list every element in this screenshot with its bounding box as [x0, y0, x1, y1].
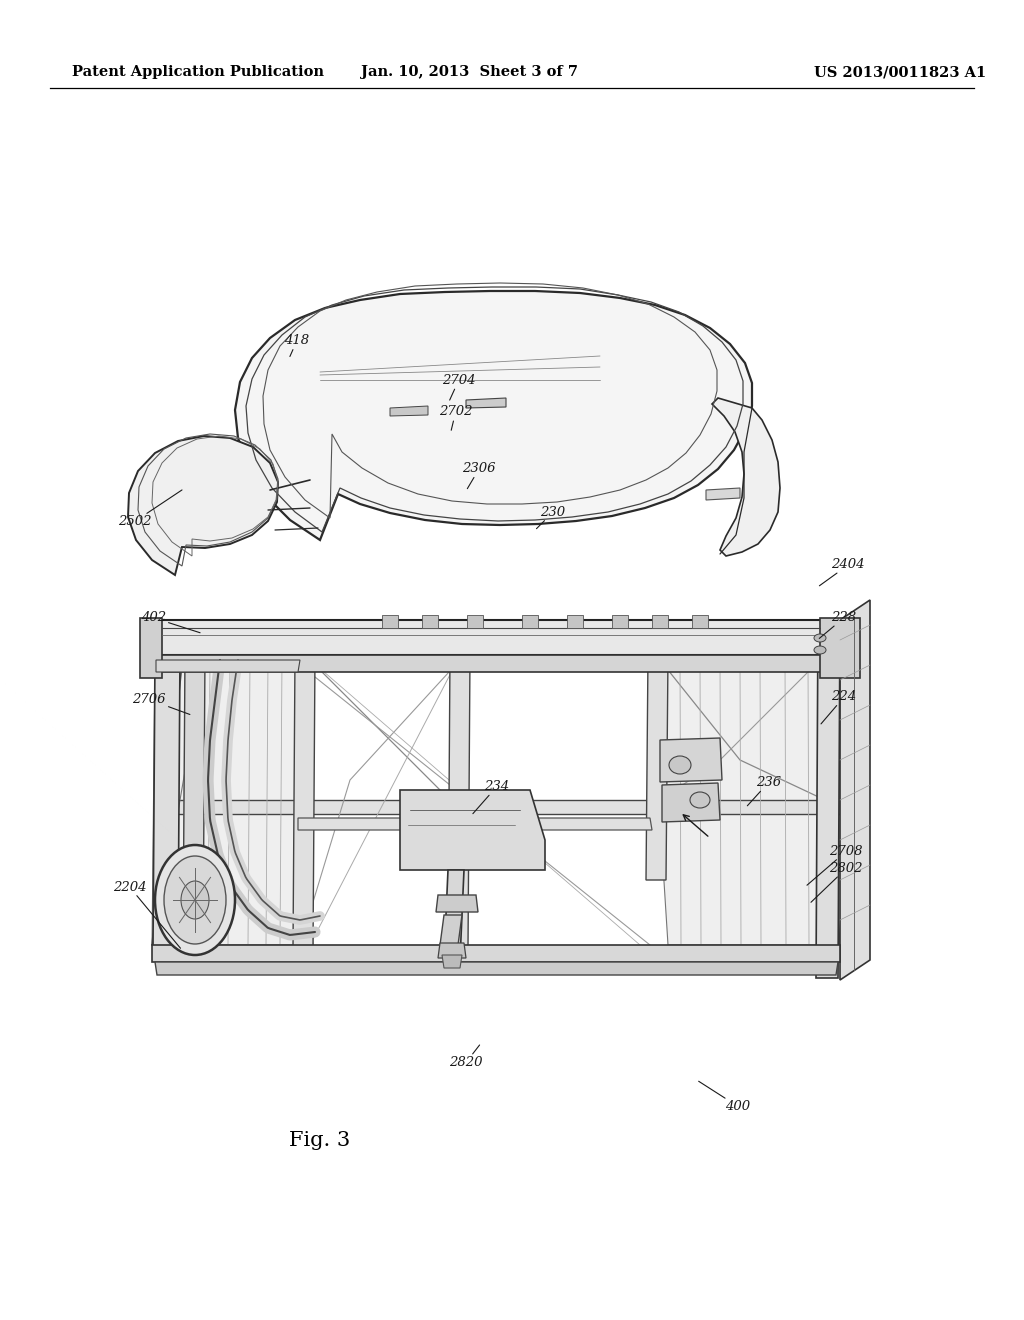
Polygon shape	[183, 655, 205, 948]
Text: 2702: 2702	[439, 405, 472, 430]
Text: 234: 234	[473, 780, 509, 813]
Polygon shape	[660, 738, 722, 781]
Polygon shape	[449, 655, 470, 948]
Text: 2306: 2306	[463, 462, 496, 488]
Polygon shape	[382, 615, 398, 628]
Polygon shape	[567, 615, 583, 628]
Text: 228: 228	[819, 611, 857, 639]
Polygon shape	[142, 655, 840, 672]
Text: 224: 224	[821, 690, 857, 723]
Polygon shape	[142, 620, 840, 655]
Polygon shape	[662, 783, 720, 822]
Text: 2820: 2820	[450, 1045, 482, 1069]
Polygon shape	[155, 962, 838, 975]
Text: Patent Application Publication: Patent Application Publication	[72, 65, 324, 79]
Text: US 2013/0011823 A1: US 2013/0011823 A1	[814, 65, 986, 79]
Ellipse shape	[814, 645, 826, 653]
Text: Jan. 10, 2013  Sheet 3 of 7: Jan. 10, 2013 Sheet 3 of 7	[361, 65, 579, 79]
Polygon shape	[712, 399, 780, 556]
Ellipse shape	[181, 880, 209, 919]
Polygon shape	[650, 660, 840, 945]
Polygon shape	[436, 895, 478, 912]
Polygon shape	[442, 954, 462, 968]
Polygon shape	[692, 615, 708, 628]
Polygon shape	[422, 615, 438, 628]
Polygon shape	[140, 618, 162, 678]
Polygon shape	[706, 488, 740, 500]
Polygon shape	[438, 942, 466, 958]
Polygon shape	[128, 436, 278, 576]
Ellipse shape	[164, 855, 226, 944]
Polygon shape	[156, 660, 300, 672]
Polygon shape	[152, 660, 313, 945]
Polygon shape	[820, 618, 860, 678]
Text: 2204: 2204	[113, 880, 180, 948]
Polygon shape	[467, 615, 483, 628]
Text: 2706: 2706	[132, 693, 189, 714]
Polygon shape	[816, 620, 840, 978]
Polygon shape	[153, 655, 180, 948]
Polygon shape	[400, 789, 545, 870]
Polygon shape	[612, 615, 628, 628]
Polygon shape	[152, 945, 840, 962]
Text: 2404: 2404	[819, 558, 865, 586]
Text: 2708: 2708	[807, 845, 863, 886]
Polygon shape	[234, 290, 752, 540]
Polygon shape	[298, 818, 652, 830]
Text: 236: 236	[748, 776, 781, 805]
Polygon shape	[466, 399, 506, 408]
Ellipse shape	[690, 792, 710, 808]
Ellipse shape	[814, 634, 826, 642]
Text: 418: 418	[285, 334, 309, 356]
Polygon shape	[444, 870, 464, 960]
Polygon shape	[522, 615, 538, 628]
Text: 402: 402	[140, 611, 200, 632]
Polygon shape	[652, 615, 668, 628]
Text: 2704: 2704	[442, 374, 475, 400]
Text: 400: 400	[698, 1081, 751, 1113]
Polygon shape	[390, 407, 428, 416]
Polygon shape	[440, 915, 462, 945]
Ellipse shape	[669, 756, 691, 774]
Polygon shape	[293, 655, 315, 948]
Text: 230: 230	[537, 506, 565, 529]
Text: Fig. 3: Fig. 3	[290, 1130, 350, 1150]
Ellipse shape	[155, 845, 234, 954]
Polygon shape	[155, 800, 840, 814]
Polygon shape	[646, 655, 668, 880]
Polygon shape	[840, 601, 870, 979]
Text: 2502: 2502	[118, 490, 182, 528]
Text: 2802: 2802	[811, 862, 863, 903]
